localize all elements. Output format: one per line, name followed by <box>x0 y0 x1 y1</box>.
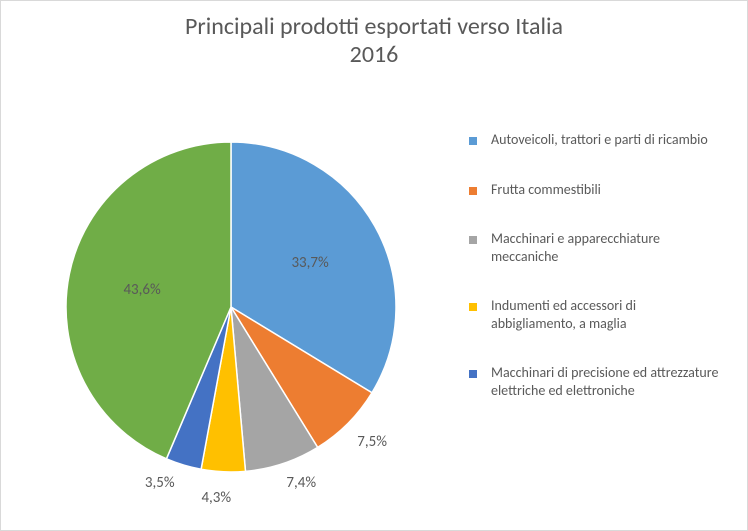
legend-text: Macchinari e apparecchiature meccaniche <box>491 230 721 265</box>
legend-marker <box>461 369 485 379</box>
legend: Autoveicoli, trattori e parti di ricambi… <box>461 101 747 530</box>
legend-marker <box>461 186 485 196</box>
slice-label: 4,3% <box>201 489 231 507</box>
legend-marker <box>461 235 485 245</box>
slice-label: 33,7% <box>291 254 328 272</box>
legend-text: Macchinari di precisione ed attrezzature… <box>491 364 721 399</box>
legend-item: Indumenti ed accessori di abbigliamento,… <box>461 297 727 332</box>
slice-label: 7,5% <box>357 433 387 451</box>
legend-marker <box>461 136 485 146</box>
legend-item: Macchinari di precisione ed attrezzature… <box>461 364 727 399</box>
legend-text: Autoveicoli, trattori e parti di ricambi… <box>491 131 708 149</box>
legend-marker <box>461 302 485 312</box>
chart-container: Principali prodotti esportati verso Ital… <box>0 0 748 531</box>
legend-item: Frutta commestibili <box>461 181 727 199</box>
legend-text: Indumenti ed accessori di abbigliamento,… <box>491 297 721 332</box>
chart-title: Principali prodotti esportati verso Ital… <box>1 1 747 68</box>
chart-title-line-2: 2016 <box>1 41 747 69</box>
slice-label: 43,6% <box>123 281 160 299</box>
legend-text: Frutta commestibili <box>491 181 601 199</box>
slice-label: 3,5% <box>145 474 175 492</box>
chart-body: 33,7% 7,5% 7,4% 4,3% 3,5% 43,6% Autoveicoli, … <box>1 101 747 530</box>
slice-label: 7,4% <box>286 474 316 492</box>
pie-area: 33,7% 7,5% 7,4% 4,3% 3,5% 43,6% <box>1 101 461 530</box>
legend-item: Macchinari e apparecchiature meccaniche <box>461 230 727 265</box>
chart-title-line-1: Principali prodotti esportati verso Ital… <box>1 13 747 41</box>
legend-item: Autoveicoli, trattori e parti di ricambi… <box>461 131 727 149</box>
pie-svg <box>61 137 401 477</box>
